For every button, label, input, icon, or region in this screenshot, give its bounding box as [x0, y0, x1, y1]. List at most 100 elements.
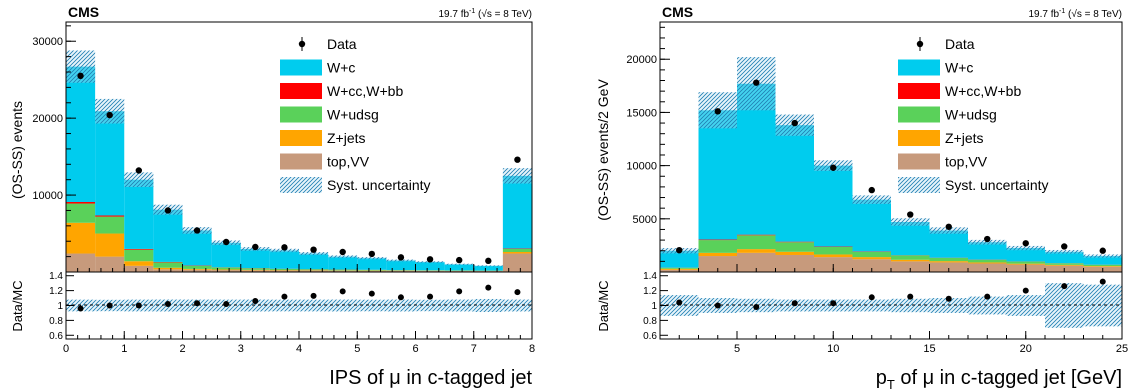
bar-w-c	[211, 242, 241, 268]
bar-z-jets	[95, 233, 125, 257]
ratio-y-tick-label: 0.8	[49, 316, 63, 327]
bar-top-vv	[211, 270, 241, 272]
stacked-histogram	[66, 66, 532, 272]
bar-z-jets	[891, 259, 930, 262]
ratio-point	[945, 295, 952, 302]
bar-w-udsg	[1006, 261, 1045, 264]
data-point	[753, 79, 760, 86]
bar-z-jets	[1083, 266, 1122, 267]
syst-unc-bin	[444, 263, 474, 265]
legend-swatch	[280, 59, 322, 76]
ratio-y-tick-label: 0.8	[643, 316, 657, 327]
legend-label: W+c	[327, 60, 355, 76]
ratio-point	[485, 284, 492, 291]
bar-w-udsg	[357, 269, 387, 271]
bar-w-c	[473, 265, 503, 271]
x-axis-label: IPS of μ in c-tagged jet	[329, 367, 532, 389]
syst-unc-bin	[502, 168, 532, 184]
data-point	[714, 108, 721, 115]
bar-w-udsg	[1045, 263, 1084, 265]
y-tick-label: 30000	[32, 36, 63, 48]
bar-z-jets	[182, 268, 212, 270]
data-point	[310, 246, 317, 253]
legend-label: Syst. uncertainty	[327, 177, 431, 193]
ratio-y-axis: 0.6 0.8 1 1.2 1.4	[49, 271, 74, 342]
experiment-label: CMS	[68, 4, 99, 20]
bar-top-vv	[386, 270, 416, 272]
ratio-y-tick-label: 1	[57, 301, 63, 312]
data-point	[907, 211, 914, 218]
legend-swatch	[898, 106, 940, 123]
x-tick-label: 2	[179, 343, 185, 355]
ratio-point	[223, 301, 230, 308]
y-tick-label: 20000	[626, 54, 657, 66]
legend: Data W+c W+cc,W+bb W+udsg Z+jets top,VV Syst. …	[898, 36, 1049, 193]
legend-swatch	[280, 106, 322, 123]
legend-label: W+c	[945, 60, 973, 76]
bar-z-jets	[66, 222, 96, 254]
bar-w-c	[852, 199, 891, 252]
bar-w-c	[929, 230, 968, 258]
ratio-point	[676, 299, 683, 306]
bar-w-cc-w-bb	[66, 202, 96, 204]
bar-w-c	[502, 175, 532, 249]
bar-w-c	[660, 250, 699, 268]
data-point	[222, 238, 230, 246]
legend-swatch	[280, 83, 322, 99]
ratio-point	[77, 305, 84, 312]
bar-top-vv	[66, 253, 96, 272]
bar-top-vv	[153, 269, 183, 272]
ratio-unc-bin	[968, 296, 1007, 315]
ratio-point	[868, 294, 875, 301]
legend-label: Syst. uncertainty	[945, 177, 1049, 193]
x-tick-label: 7	[471, 343, 477, 355]
legend-label: Z+jets	[945, 130, 984, 146]
bar-w-udsg	[968, 259, 1007, 263]
bar-w-c	[444, 264, 474, 271]
data-point	[106, 111, 113, 119]
legend-swatch	[280, 130, 322, 146]
ratio-point	[281, 293, 288, 300]
bar-w-c	[415, 262, 445, 271]
bar-z-jets	[153, 267, 183, 270]
lumi-label: 19.7 fb-1 (√s = 8 TeV)	[1028, 8, 1122, 20]
bar-w-udsg	[1083, 264, 1122, 267]
bar-z-jets	[968, 262, 1007, 264]
y-tick-label: 15000	[626, 107, 657, 119]
x-tick-label: 5	[734, 343, 740, 355]
bar-z-jets	[124, 261, 154, 266]
x-tick-label: 10	[827, 343, 839, 355]
ratio-point	[310, 292, 317, 299]
bar-w-udsg	[929, 257, 968, 262]
bar-w-c	[240, 248, 270, 269]
bar-w-c	[124, 179, 154, 249]
bar-z-jets	[502, 252, 532, 254]
bar-w-c	[1083, 256, 1122, 265]
legend-hatch-swatch	[280, 177, 322, 193]
ratio-unc-bin	[415, 299, 445, 312]
bar-top-vv	[968, 263, 1007, 272]
bar-w-udsg	[775, 242, 814, 252]
bar-top-vv	[240, 270, 270, 272]
bar-top-vv	[269, 270, 299, 272]
bar-w-c	[357, 258, 387, 270]
y-tick-label: 20000	[32, 113, 63, 125]
ratio-point	[252, 298, 259, 305]
ratio-point	[194, 300, 201, 307]
bar-w-udsg	[124, 249, 154, 262]
ratio-point	[456, 288, 463, 295]
y-axis-label: (OS-SS) events/2 GeV	[595, 79, 611, 221]
bar-w-udsg	[211, 267, 241, 270]
data-points	[77, 72, 521, 265]
x-tick-label: 20	[1020, 343, 1032, 355]
x-axis: 0 1 2 3 4 5 6 7 8	[63, 264, 535, 355]
data-point	[193, 227, 201, 234]
bar-top-vv	[95, 256, 125, 272]
syst-unc-bin	[929, 227, 968, 234]
bar-w-udsg	[269, 268, 299, 271]
syst-unc-bin	[95, 98, 125, 124]
y-axis: 10000 20000 30000	[32, 25, 76, 258]
bar-z-jets	[737, 249, 776, 253]
bar-w-c	[153, 209, 183, 262]
legend-swatch	[898, 130, 940, 146]
